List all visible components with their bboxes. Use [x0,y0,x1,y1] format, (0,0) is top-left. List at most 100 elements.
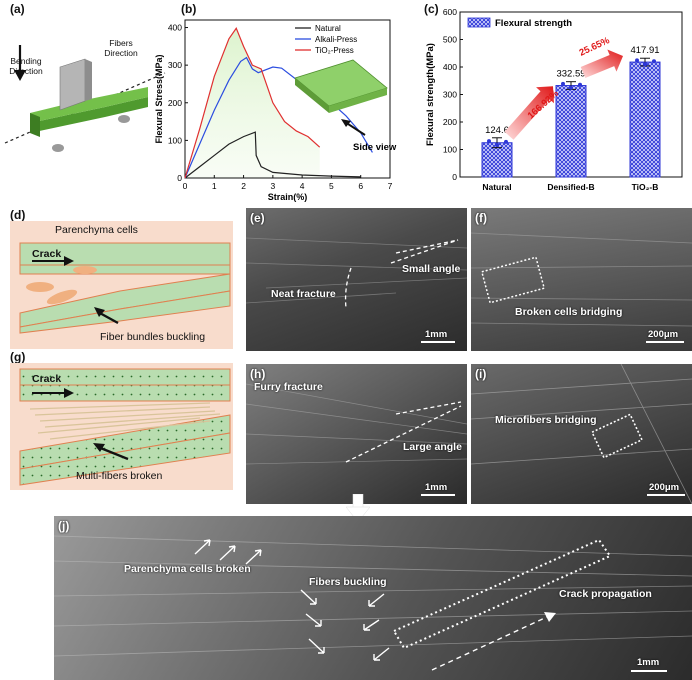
x-tick-label: 7 [388,181,393,191]
x-tick-label: 5 [329,181,334,191]
fiber-bundles-buckling-label: Fiber bundles buckling [100,331,206,343]
increase-arrow-1 [504,86,554,140]
panel-label-c: (c) [424,2,439,16]
bar-2 [555,85,587,178]
specimen-side [30,113,40,137]
bending-test-schematic [4,45,166,152]
bending-direction-label: Bending Direction [9,56,43,76]
y-tick-label: 0 [177,173,182,183]
x-axis-label: Strain(%) [268,192,308,202]
scale-label-f: 200μm [648,329,679,340]
sem-image-f: (f) Broken cells bridging 200μm [471,208,692,351]
increase-arrow-2 [580,49,623,79]
scale-bar-e [421,341,455,343]
y-axis-label: Flexural Stress(MPa) [154,54,164,143]
legend-label-c: Flexural strength [495,18,572,29]
support-right [118,115,130,123]
series-line-3 [184,27,321,179]
y-tick-label-c: 200 [443,117,457,127]
x-tick-label-c-1: Natural [482,182,511,192]
y-tick-label: 400 [168,23,182,33]
plot-frame [184,19,391,179]
fibers-direction-label: Fibers Direction [104,38,138,58]
y-tick-label-c: 500 [443,35,457,45]
legend-label-1: Natural [315,24,341,33]
specimen-top [30,87,148,123]
scale-label-i: 200μm [649,482,680,493]
sem-image-j: (j) Parenchyma cells broken Fibers buckl… [54,516,692,680]
loading-plate-side [85,59,92,101]
x-tick-label-c-3: TiO₂-B [632,182,659,192]
large-angle-label: Large angle [403,441,462,453]
panel-label-a: (a) [10,2,25,16]
bridging-box-i [590,413,644,459]
data-point-3 [643,62,647,67]
stress-strain-chart: 0 1 2 3 4 5 6 7 0 100 200 300 400 Strain(%) Flexural S… [154,19,397,202]
y-tick-label-c: 600 [443,7,457,17]
small-angle-label: Small angle [402,263,461,275]
legend-label-3: TiO₂-Press [315,46,354,55]
series-line-2 [184,56,373,179]
down-arrow-icon-j [346,494,370,523]
data-point-2 [578,82,582,87]
y-tick-label: 200 [168,98,182,108]
multi-fibers-broken-label: Multi-fibers broken [76,470,163,482]
legend-swatch-c [467,17,491,28]
crack-label-d: Crack [32,248,62,260]
specimen-front [30,97,148,133]
bar-value-label-3: 417.91 [630,45,659,56]
crack-arrow-icon-g [64,388,74,398]
x-tick-label: 3 [270,181,275,191]
x-tick-label: 1 [212,181,217,191]
flexural-strength-chart: 0 100 200 300 400 500 600 Flexural strength(MPa… [425,7,683,192]
panel-label-h: (h) [250,367,266,381]
side-view-inset: Side view [294,59,397,153]
side-view-label: Side view [353,142,397,153]
broken-cells-bridging-label: Broken cells bridging [515,306,623,318]
bar-value-label-1: 124.6 [485,125,509,136]
scale-bar-f [646,341,684,343]
crack-arrow-icon [64,256,74,266]
data-point-2 [561,81,565,86]
sem-image-h: (h) Furry fracture Large angle 1mm [246,364,467,504]
panel-label-b: (b) [181,2,197,16]
sem-image-e: (e) Neat fracture Small angle 1mm [246,208,467,351]
crack-label-g: Crack [32,373,62,385]
panel-label-d: (d) [10,208,26,222]
fibers-buckling-label: Fibers buckling [309,576,387,588]
side-view-arrow-icon [341,119,351,127]
panel-label-g: (g) [10,350,26,364]
fibers-broken-arrow-icon [93,443,105,452]
scale-label-e: 1mm [425,329,448,340]
fiber-direction-line [4,72,166,144]
neat-fracture-label: Neat fracture [271,288,336,300]
panel-d-schematic [10,221,233,349]
y-tick-label-c: 100 [443,145,457,155]
x-tick-label: 4 [300,181,305,191]
bar-1 [481,142,513,178]
buckling-arrow-icon [94,307,105,317]
scale-bar-h [421,494,455,496]
scale-label-h: 1mm [425,482,448,493]
furry-fracture-label: Furry fracture [254,381,323,393]
scale-bar-i [647,494,685,496]
sem-image-i: (i) Microfibers bridging 200μm [471,364,692,504]
data-point-2 [569,85,573,90]
crack-arrow-icon-j [544,612,556,622]
data-point-1 [495,142,499,147]
x-tick-label-c-2: Densified-B [547,182,594,192]
bridging-box-f [480,256,546,304]
area-fill-under-curve [185,28,320,179]
panel-g-schematic [10,363,233,490]
data-point-3 [652,59,656,64]
y-tick-label-c: 400 [443,62,457,72]
specimen-front-face [329,88,387,113]
series-line-1 [184,131,361,179]
specimen-side-face [295,78,329,113]
x-tick-label: 2 [241,181,246,191]
crack-propagation-label: Crack propagation [559,588,652,600]
scale-label-j: 1mm [637,657,660,668]
parenchyma-cells-label: Parenchyma cells [55,224,138,236]
support-left [52,144,64,152]
down-arrow-icon [14,70,26,81]
